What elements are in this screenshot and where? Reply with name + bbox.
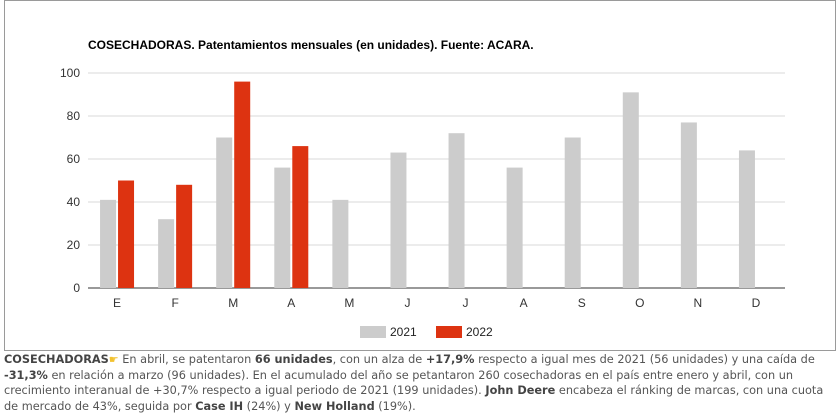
bar-2021 <box>216 137 233 288</box>
x-tick-label: M <box>344 296 354 310</box>
bar-2022 <box>234 81 251 288</box>
x-tick-label: A <box>520 296 528 310</box>
bar-2021 <box>564 137 581 288</box>
bar-2021 <box>274 167 291 288</box>
y-tick-label: 0 <box>73 281 80 295</box>
bar-2021 <box>622 92 639 288</box>
bar-2021 <box>158 219 175 288</box>
y-axis-ticks: 0 20 40 60 80 100 <box>60 66 80 295</box>
caption-heading: COSECHADORAS <box>4 353 109 366</box>
bar-2021 <box>390 152 407 288</box>
bar-2022 <box>176 184 193 288</box>
brand-case-ih: Case IH <box>195 399 244 413</box>
bar-2021 <box>448 133 465 288</box>
pointing-hand-icon: ☛ <box>108 353 119 366</box>
x-tick-label: N <box>694 296 703 310</box>
x-tick-label: A <box>287 296 295 310</box>
legend-swatch-2021 <box>360 326 386 338</box>
brand-new-holland: New Holland <box>294 399 375 413</box>
y-tick-label: 100 <box>60 66 80 80</box>
legend: 2021 2022 <box>360 325 493 339</box>
bar-chart: COSECHADORAS. Patentamientos mensuales (… <box>60 38 785 339</box>
x-tick-label: F <box>171 296 178 310</box>
chart-title: COSECHADORAS. Patentamientos mensuales (… <box>88 38 534 52</box>
bar-2022 <box>118 180 135 288</box>
y-tick-label: 60 <box>67 152 81 166</box>
brand-john-deere: John Deere <box>485 384 556 397</box>
bars <box>100 81 755 288</box>
x-tick-label: E <box>113 296 121 310</box>
bar-2021 <box>506 167 523 288</box>
x-tick-label: J <box>463 296 469 310</box>
x-tick-label: S <box>578 296 586 310</box>
gridlines <box>88 72 785 289</box>
legend-swatch-2022 <box>436 326 462 338</box>
bar-2022 <box>292 146 309 288</box>
legend-label-2021: 2021 <box>390 325 417 339</box>
y-tick-label: 20 <box>67 238 81 252</box>
x-tick-label: O <box>635 296 644 310</box>
chart-container: COSECHADORAS. Patentamientos mensuales (… <box>4 0 836 351</box>
caption: COSECHADORAS☛ En abril, se patentaron 66… <box>4 353 824 413</box>
y-tick-label: 80 <box>67 109 81 123</box>
bar-2021 <box>332 199 349 288</box>
x-tick-label: J <box>404 296 410 310</box>
y-tick-label: 40 <box>67 195 81 209</box>
bar-2021 <box>680 122 697 288</box>
x-tick-label: M <box>228 296 238 310</box>
bar-2021 <box>738 150 755 288</box>
legend-label-2022: 2022 <box>466 325 493 339</box>
x-tick-label: D <box>752 296 761 310</box>
bar-2021 <box>100 199 117 288</box>
